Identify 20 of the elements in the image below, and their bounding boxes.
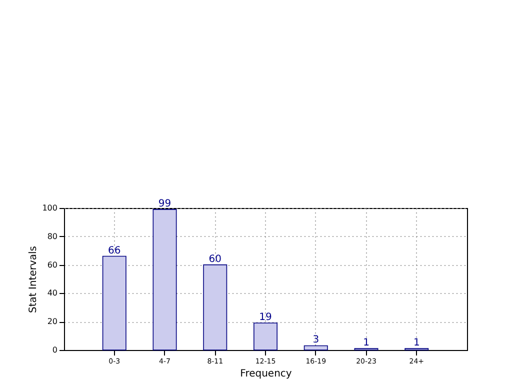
y-tick-label: 20: [47, 317, 58, 326]
bar: [203, 264, 228, 350]
data-label: 1: [413, 338, 420, 349]
bar: [152, 209, 177, 350]
y-tick-label: 40: [47, 288, 58, 298]
data-label: 19: [259, 312, 272, 324]
y-tick-label: 0: [52, 346, 58, 354]
y-tick-label: 60: [47, 260, 58, 270]
data-label: 66: [108, 245, 121, 256]
bar: [254, 322, 278, 350]
bar: [304, 345, 328, 350]
y-axis-title: Stat Intervals: [28, 246, 40, 314]
x-axis-title: Frequency: [240, 368, 292, 380]
data-label: 60: [208, 254, 222, 265]
data-label: 1: [363, 338, 370, 349]
y-tick-label: 100: [42, 204, 58, 212]
y-tick-label: 80: [47, 232, 58, 241]
data-label: 3: [312, 334, 320, 346]
bar: [102, 256, 126, 350]
data-label: 99: [158, 198, 172, 210]
